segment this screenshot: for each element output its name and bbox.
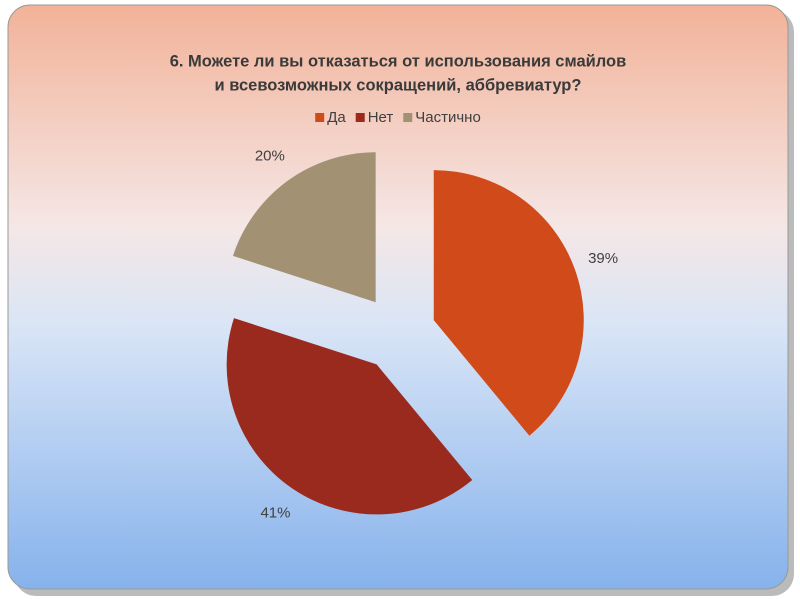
pie-slice [226, 318, 473, 515]
legend: Да Нет Частично [315, 109, 481, 126]
chart-title: 6. Можете ли вы отказаться от использова… [170, 52, 627, 70]
legend-label: Да [327, 109, 346, 126]
legend-label: Нет [368, 109, 394, 126]
pie-slice [433, 170, 584, 436]
chart-title: и всевозможных сокращений, аббревиатур? [215, 76, 582, 94]
data-label: 39% [588, 250, 618, 267]
data-label: 41% [260, 504, 290, 521]
legend-swatch [403, 113, 413, 122]
legend-label: Частично [415, 109, 481, 126]
frame [7, 4, 789, 590]
data-label: 20% [255, 148, 285, 165]
legend-swatch [355, 113, 365, 122]
legend-swatch [315, 113, 325, 122]
pie-slice [233, 152, 376, 303]
